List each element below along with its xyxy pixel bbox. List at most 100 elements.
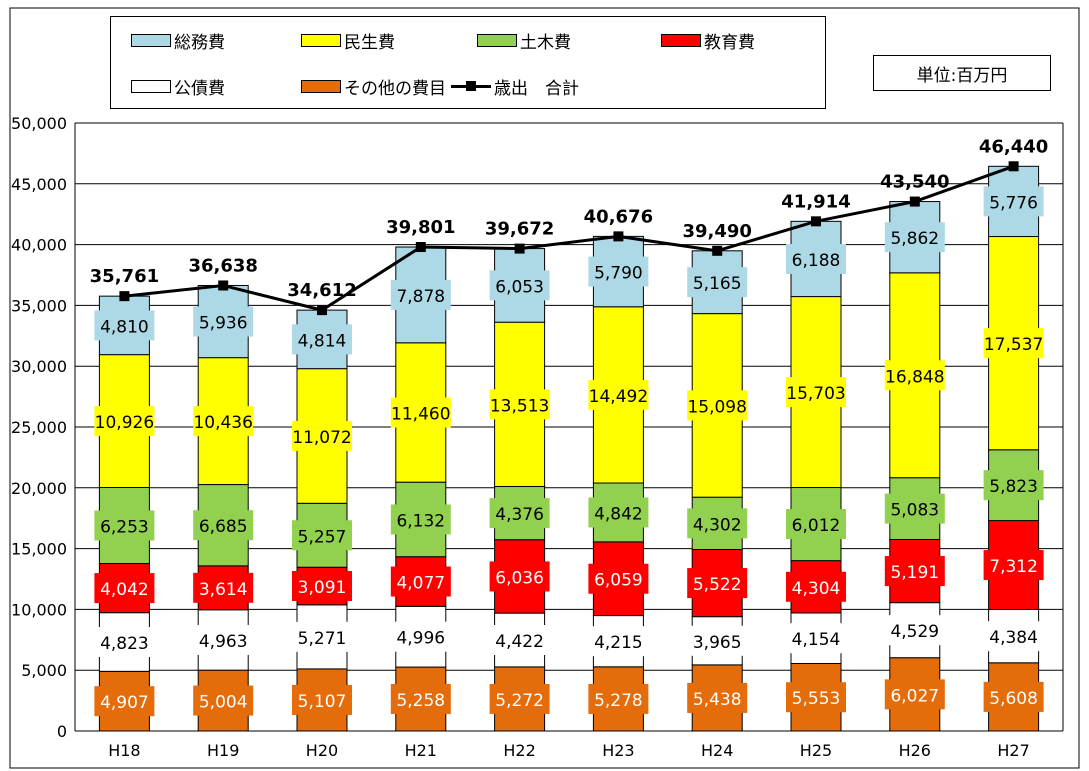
total-marker (415, 242, 426, 253)
data-label-bg (786, 377, 846, 408)
data-label: 4,215 (594, 633, 643, 653)
data-label-bg (786, 243, 846, 274)
total-label: 40,676 (584, 206, 653, 227)
data-label: 10,926 (95, 413, 154, 433)
data-label: 4,823 (100, 634, 149, 654)
data-label: 4,077 (396, 574, 445, 594)
data-label-bg (489, 498, 550, 529)
data-label: 6,188 (792, 251, 841, 271)
data-label-bg (94, 627, 155, 658)
total-marker (1008, 161, 1019, 172)
legend-swatch-somu (131, 33, 171, 47)
data-label: 5,522 (693, 575, 742, 595)
data-label-bg (390, 397, 451, 428)
data-label: 4,384 (989, 628, 1038, 648)
data-label-bg (983, 470, 1044, 501)
data-label-bg (983, 681, 1044, 712)
data-label-bg (687, 625, 748, 656)
data-label-bg (786, 509, 846, 540)
y-tick-label: 50,000 (11, 114, 67, 133)
data-label-bg (687, 508, 748, 539)
data-label-bg (983, 550, 1044, 581)
legend-item-other: その他の費目 (301, 75, 446, 99)
data-label: 5,272 (495, 691, 544, 711)
data-label: 4,422 (495, 632, 544, 652)
data-label: 5,776 (989, 193, 1038, 213)
data-label-bg (884, 556, 945, 587)
total-label: 35,761 (90, 266, 159, 287)
data-label: 5,271 (298, 629, 347, 649)
legend-item-kosai: 公債費 (131, 75, 225, 99)
data-label-bg (489, 683, 550, 714)
data-label: 6,027 (890, 686, 939, 706)
x-tick-label: H24 (701, 741, 733, 760)
y-tick-label: 25,000 (11, 418, 67, 437)
total-marker (613, 231, 624, 242)
data-label-bg (983, 186, 1044, 217)
data-label-bg (94, 686, 155, 717)
data-label-bg (193, 510, 254, 541)
legend-swatch-kosai (131, 79, 171, 93)
total-line (124, 164, 1015, 312)
data-label: 5,608 (989, 689, 1038, 709)
x-tick-label: H27 (997, 741, 1029, 760)
legend-swatch-kyoiku (661, 33, 701, 47)
data-label-bg (687, 568, 748, 599)
data-label: 11,072 (292, 428, 351, 448)
data-label-bg (292, 420, 352, 451)
data-label: 4,042 (100, 580, 149, 600)
data-label-bg (588, 683, 649, 714)
data-label: 4,302 (693, 515, 742, 535)
total-label: 34,612 (287, 280, 356, 301)
data-label-bg (390, 504, 451, 535)
total-marker (909, 196, 920, 207)
total-label: 43,540 (880, 172, 949, 193)
chart-frame (9, 7, 1080, 769)
data-label-bg (786, 682, 846, 713)
total-label: 36,638 (188, 255, 257, 276)
total-marker (712, 245, 723, 256)
data-label-bg (884, 493, 945, 524)
data-label: 6,059 (594, 571, 643, 591)
data-label-bg (983, 621, 1044, 652)
data-label: 16,848 (885, 367, 944, 387)
total-marker (811, 216, 821, 227)
data-label-bg (94, 310, 155, 341)
total-marker (218, 280, 229, 291)
y-tick-label: 35,000 (11, 296, 67, 315)
data-label: 7,878 (396, 287, 445, 307)
legend-item-minsei: 民生費 (301, 29, 395, 53)
data-label-bg (884, 360, 945, 391)
legend-swatch-other (301, 79, 341, 93)
data-label-bg (193, 306, 254, 337)
data-label-bg (193, 624, 254, 655)
legend-label-somu: 総務費 (174, 32, 225, 53)
data-label: 5,257 (298, 527, 347, 547)
data-label: 4,842 (594, 504, 643, 524)
legend-label-total: 歳出 合計 (494, 78, 579, 99)
data-label: 5,823 (989, 477, 1038, 497)
data-label: 4,154 (792, 630, 841, 650)
legend-label-kyoiku: 教育費 (704, 32, 755, 53)
total-marker (514, 243, 525, 254)
data-label: 10,436 (193, 413, 252, 433)
legend-item-total: 歳出 合計 (451, 75, 579, 99)
x-tick-label: H18 (108, 741, 140, 760)
x-tick-label: H19 (207, 741, 239, 760)
total-marker (119, 291, 130, 302)
y-tick-label: 15,000 (11, 540, 67, 559)
data-label: 6,012 (792, 516, 841, 536)
data-label-bg (94, 573, 155, 604)
data-label: 5,790 (594, 264, 643, 284)
data-label-bg (588, 256, 649, 287)
data-label-bg (292, 571, 352, 602)
data-label-bg (489, 389, 550, 420)
y-tick-label: 20,000 (11, 479, 67, 498)
data-label-bg (786, 571, 846, 602)
data-label: 4,810 (100, 317, 149, 337)
data-label-bg (292, 621, 352, 652)
data-label: 11,460 (391, 404, 450, 424)
x-tick-label: H25 (800, 741, 832, 760)
total-label: 46,440 (979, 136, 1048, 157)
data-label: 3,614 (199, 580, 248, 600)
